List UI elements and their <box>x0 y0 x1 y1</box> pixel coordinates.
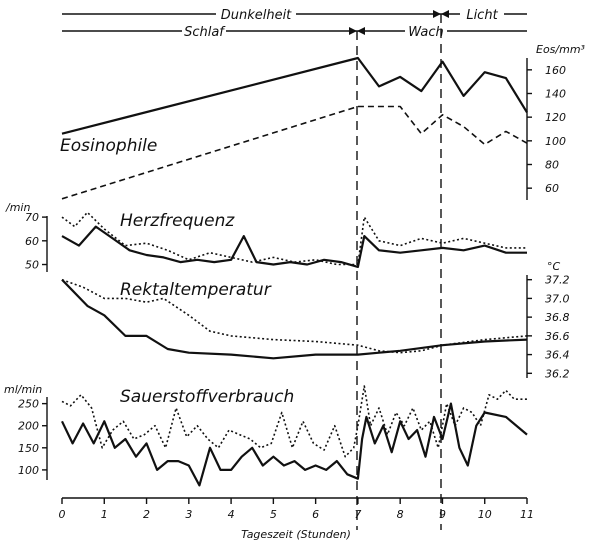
eosinophile-y-tick-label: 160 <box>545 64 566 77</box>
sauerstoffverbrauch-y-tick-label: 150 <box>18 442 39 455</box>
x-tick-label: 10 <box>478 508 492 521</box>
rektaltemperatur-series-dotted <box>61 278 528 354</box>
rektaltemperatur-y-label: °C <box>547 260 561 273</box>
x-tick-label: 1 <box>101 508 108 521</box>
eosinophile-series-solid <box>61 56 528 135</box>
sauerstoffverbrauch-y-tick-label: 100 <box>18 464 39 477</box>
dunkelheit-label: Dunkelheit <box>221 8 292 23</box>
rektaltemperatur-y-tick-label: 36.8 <box>545 311 570 324</box>
eosinophile-y-tick-label: 60 <box>545 182 559 195</box>
label-bg <box>216 4 296 22</box>
sauerstoffverbrauch-panel: ml/min Sauerstoffverbrauch 100 150 200 250 <box>4 383 294 480</box>
rektaltemperatur-y-tick-label: 36.2 <box>545 367 570 380</box>
herzfrequenz-panel: /min Herzfrequenz 50 60 70 <box>5 201 235 272</box>
eosinophile-y-tick-label: 80 <box>545 159 559 172</box>
schlaf-label: Schlaf <box>184 25 226 40</box>
x-tick-label: 3 <box>185 508 192 521</box>
rektaltemperatur-title: Rektaltemperatur <box>120 280 272 300</box>
herzfrequenz-series-dotted <box>61 211 527 266</box>
label-bg <box>460 4 504 22</box>
arrow-dunkelheit-right <box>433 10 441 18</box>
arrow-schlaf-right <box>349 27 357 35</box>
x-tick-label: 7 <box>354 508 361 521</box>
x-tick-label: 6 <box>312 508 319 521</box>
herzfrequenz-y-tick-label: 70 <box>25 211 39 224</box>
series-lines <box>61 56 528 487</box>
herzfrequenz-y-label: /min <box>5 201 30 214</box>
licht-label: Licht <box>466 8 498 23</box>
rektaltemperatur-panel: °C Rektaltemperatur 36.2 36.4 36.6 36.8 37.0… <box>120 260 570 380</box>
eosinophile-title: Eosinophile <box>60 136 157 156</box>
rektaltemperatur-y-tick-label: 37.0 <box>545 292 570 305</box>
x-axis-ticks: 0 1 2 3 4 5 6 7 8 9 10 11 <box>59 498 534 521</box>
eosinophile-y-tick-label: 100 <box>545 135 566 148</box>
eosinophile-y-tick-label: 140 <box>545 88 566 101</box>
herzfrequenz-title: Herzfrequenz <box>120 211 235 231</box>
rektaltemperatur-y-tick-label: 37.2 <box>545 274 570 287</box>
sauerstoffverbrauch-y-tick-label: 250 <box>18 398 39 411</box>
sauerstoffverbrauch-title: Sauerstoffverbrauch <box>120 387 294 407</box>
rektaltemperatur-y-tick-label: 36.4 <box>545 349 570 362</box>
x-tick-label: 8 <box>397 508 404 521</box>
eosinophile-series-dashed <box>61 105 528 200</box>
phase-header: Dunkelheit Licht Schlaf Wach <box>62 4 527 40</box>
x-axis-title: Tageszeit (Stunden) <box>241 528 351 541</box>
sauerstoffverbrauch-y-tick-label: 200 <box>18 420 39 433</box>
eosinophile-y-tick-label: 120 <box>545 111 566 124</box>
rektaltemperatur-series-solid <box>61 278 528 360</box>
eosinophile-panel: Eos/mm³ Eosinophile 60 80 100 120 140 160 <box>60 43 586 200</box>
sauerstoffverbrauch-y-label: ml/min <box>4 383 42 396</box>
sauerstoffverbrauch-series-dotted <box>61 385 527 458</box>
herzfrequenz-series-solid <box>61 225 527 268</box>
label-bg <box>182 22 226 40</box>
x-tick-label: 5 <box>270 508 277 521</box>
eosinophile-y-label: Eos/mm³ <box>536 43 586 56</box>
arrow-wach-left <box>357 27 365 35</box>
herzfrequenz-y-tick-label: 50 <box>25 259 39 272</box>
x-tick-label: 0 <box>59 508 66 521</box>
herzfrequenz-y-tick-label: 60 <box>25 235 39 248</box>
arrow-licht-left <box>441 10 449 18</box>
x-tick-label: 11 <box>520 508 534 521</box>
x-tick-label: 2 <box>143 508 150 521</box>
x-tick-label: 9 <box>439 508 446 521</box>
wach-label: Wach <box>408 25 444 40</box>
label-bg <box>405 22 447 40</box>
x-tick-label: 4 <box>228 508 235 521</box>
rektaltemperatur-y-tick-label: 36.6 <box>545 330 570 343</box>
sauerstoffverbrauch-series-solid <box>61 402 528 487</box>
